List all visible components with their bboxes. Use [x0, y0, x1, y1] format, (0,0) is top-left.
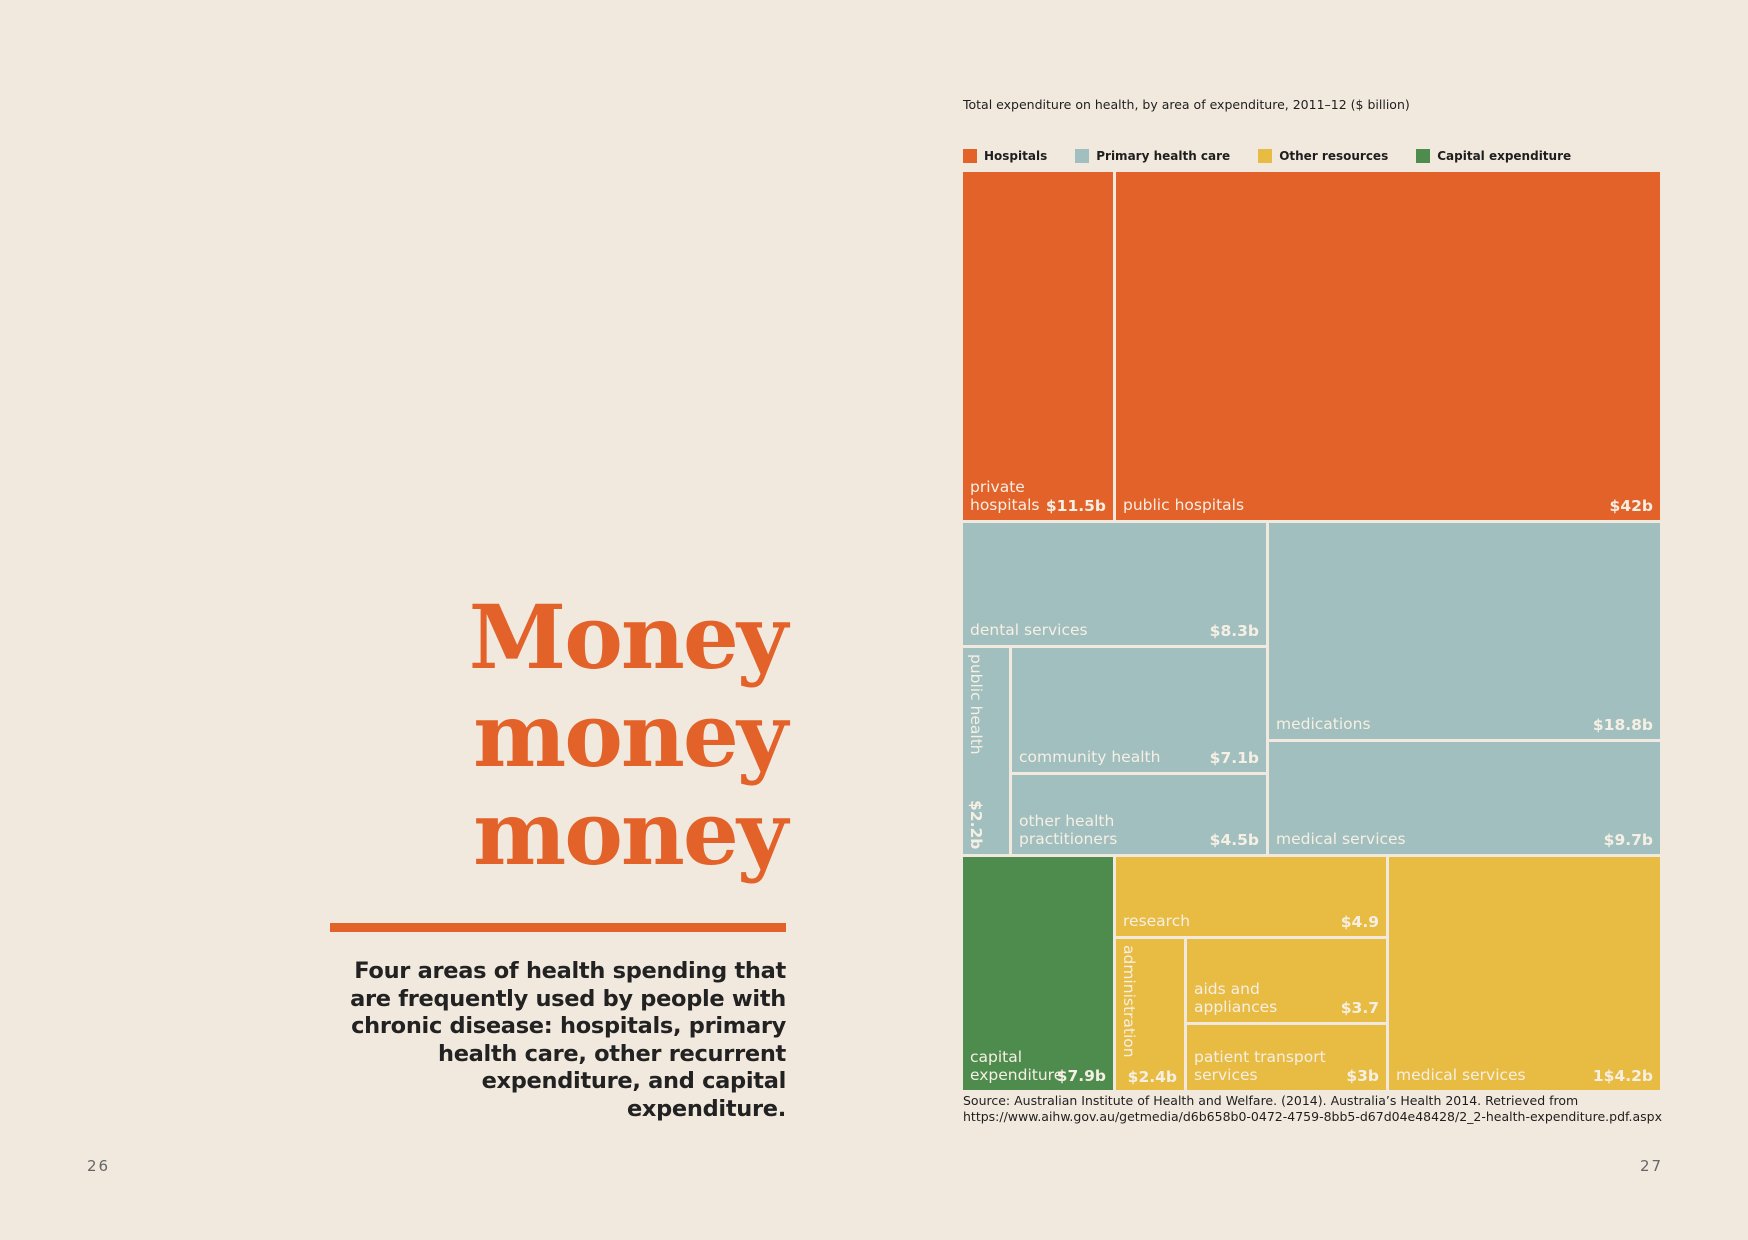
legend-item-other-resources: Other resources — [1258, 149, 1388, 163]
legend-swatch-other-resources — [1258, 149, 1273, 163]
treemap-rect-capital-expenditure — [963, 857, 1113, 1090]
treemap-rect-public-health — [963, 648, 1009, 854]
treemap-rect-aids-and-appliances — [1187, 939, 1386, 1022]
page-number-left: 26 — [87, 1157, 111, 1175]
treemap-value-community-health: $7.1b — [1210, 749, 1259, 767]
treemap-label-administration: administration — [1120, 945, 1138, 1058]
treemap-label-public-hospitals: public hospitals — [1123, 496, 1244, 514]
treemap-label-other-health-practitioners: other health practitioners — [1019, 812, 1117, 848]
treemap-value-administration: $2.4b — [1128, 1068, 1177, 1086]
treemap-value-public-hospitals: $42b — [1610, 497, 1653, 515]
page-number-right: 27 — [1640, 1157, 1664, 1175]
treemap-cell-capital-expenditure: capital expenditure$7.9b — [963, 857, 1113, 1090]
chart-legend: Hospitals Primary health care Other reso… — [963, 149, 1571, 163]
treemap-cell-dental-services: dental services $8.3b — [963, 523, 1266, 645]
treemap-value-capital-expenditure: $7.9b — [1057, 1067, 1106, 1085]
treemap-value-medications: $18.8b — [1593, 716, 1653, 734]
treemap-label-medications: medications — [1276, 715, 1371, 733]
source-note: Source: Australian Institute of Health a… — [963, 1093, 1662, 1124]
legend-label-other-resources: Other resources — [1279, 149, 1389, 163]
legend-item-primary-health-care: Primary health care — [1075, 149, 1230, 163]
treemap-cell-private-hospitals: private hospitals $11.5b — [963, 172, 1113, 520]
treemap-value-medical-services-other: 1$4.2b — [1593, 1067, 1653, 1085]
treemap-cell-aids-and-appliances: aids and appliances $3.7 — [1187, 939, 1386, 1022]
treemap-rect-dental-services — [963, 523, 1266, 645]
legend-swatch-primary-health-care — [1075, 149, 1090, 163]
title-line-3: money — [473, 781, 788, 885]
treemap-label-patient-transport-services: patient transport services — [1194, 1048, 1326, 1084]
treemap-label-medical-services-primary: medical services — [1276, 830, 1406, 848]
treemap-cell-public-health: public health $2.2b — [963, 648, 1009, 854]
treemap-cell-research: research $4.9 — [1116, 857, 1386, 936]
legend-swatch-capital-expenditure — [1416, 149, 1431, 163]
treemap-rect-research — [1116, 857, 1386, 936]
treemap-label-aids-and-appliances: aids and appliances — [1194, 980, 1277, 1016]
treemap-rect-other-health-practitioners — [1012, 775, 1266, 854]
treemap-value-other-health-practitioners: $4.5b — [1210, 831, 1259, 849]
legend-label-capital-expenditure: Capital expenditure — [1437, 149, 1572, 163]
treemap-rect-medications — [1269, 523, 1660, 739]
treemap-value-research: $4.9 — [1341, 913, 1379, 931]
chart-title: Total expenditure on health, by area of … — [963, 97, 1410, 112]
treemap-cell-other-health-practitioners: other health practitioners $4.5b — [1012, 775, 1266, 854]
treemap-rect-public-hospitals — [1116, 172, 1660, 520]
treemap-label-dental-services: dental services — [970, 621, 1088, 639]
legend-label-hospitals: Hospitals — [984, 149, 1048, 163]
treemap-cell-community-health: community health $7.1b — [1012, 648, 1266, 772]
treemap-rect-community-health — [1012, 648, 1266, 772]
treemap-label-public-health: public health — [967, 654, 985, 755]
treemap-rect-medical-services-primary — [1269, 742, 1660, 854]
legend-swatch-hospitals — [963, 149, 977, 163]
treemap-rect-private-hospitals — [963, 172, 1113, 520]
treemap-rect-administration — [1116, 939, 1184, 1090]
title-line-2: money — [473, 683, 788, 787]
legend-item-hospitals: Hospitals — [963, 149, 1047, 163]
treemap-value-private-hospitals: $11.5b — [1046, 497, 1106, 515]
treemap-cell-medications: medications $18.8b — [1269, 523, 1660, 739]
treemap-label-medical-services-other: medical services — [1396, 1066, 1526, 1084]
treemap-cell-patient-transport-services: patient transport services $3b — [1187, 1025, 1386, 1090]
legend-item-capital-expenditure: Capital expenditure — [1416, 149, 1571, 163]
treemap-label-private-hospitals: private hospitals — [970, 478, 1040, 514]
treemap-value-aids-and-appliances: $3.7 — [1341, 999, 1379, 1017]
treemap-rect-patient-transport-services — [1187, 1025, 1386, 1090]
treemap-label-community-health: community health — [1019, 748, 1160, 766]
treemap-cell-medical-services-other: medical services 1$4.2b — [1389, 857, 1660, 1090]
title-line-1: Money — [468, 585, 788, 689]
treemap-value-dental-services: $8.3b — [1210, 622, 1259, 640]
treemap-cell-administration: administration $2.4b — [1116, 939, 1184, 1090]
treemap-value-public-health: $2.2b — [967, 800, 985, 849]
treemap-value-medical-services-primary: $9.7b — [1604, 831, 1653, 849]
treemap-value-patient-transport-services: $3b — [1346, 1067, 1379, 1085]
treemap-cell-medical-services-primary: medical services $9.7b — [1269, 742, 1660, 854]
page-title: Money money money — [226, 585, 788, 885]
legend-label-primary-health-care: Primary health care — [1096, 149, 1231, 163]
title-divider — [330, 923, 786, 932]
treemap-label-capital-expenditure: capital expenditure — [970, 1048, 1063, 1084]
intro-paragraph: Four areas of health spending that are f… — [350, 958, 786, 1122]
treemap-rect-medical-services-other — [1389, 857, 1660, 1090]
treemap-cell-public-hospitals: public hospitals $42b — [1116, 172, 1660, 520]
treemap-label-research: research — [1123, 912, 1190, 930]
